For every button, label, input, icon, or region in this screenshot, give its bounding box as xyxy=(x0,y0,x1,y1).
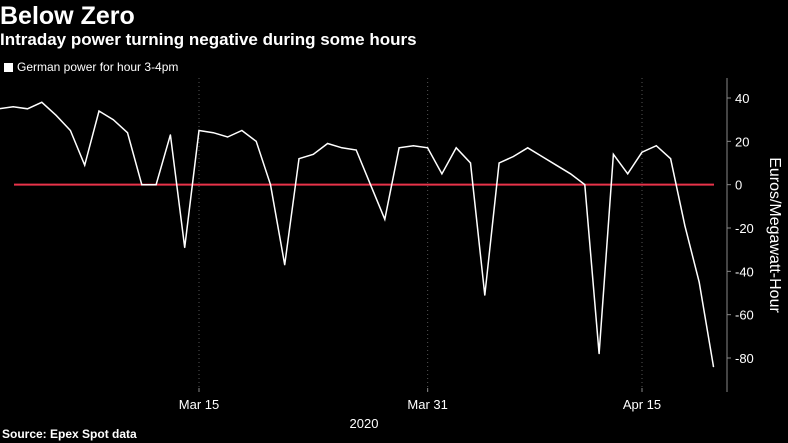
data-point xyxy=(155,184,157,186)
data-point xyxy=(412,145,414,147)
data-point xyxy=(241,129,243,132)
data-point xyxy=(669,158,672,160)
data-point xyxy=(384,218,386,220)
data-point xyxy=(427,147,429,149)
data-point xyxy=(341,147,343,149)
data-point xyxy=(398,147,400,149)
data-point xyxy=(612,153,615,155)
data-point xyxy=(698,281,700,283)
x-tick-label: Mar 15 xyxy=(179,397,219,412)
data-point xyxy=(141,184,143,186)
data-point xyxy=(584,184,586,186)
data-point xyxy=(184,246,186,249)
legend: German power for hour 3-4pm xyxy=(4,60,178,74)
data-point xyxy=(569,173,572,175)
y-axis-title: Euros/Megawatt-Hour xyxy=(766,157,783,313)
source-note: Source: Epex Spot data xyxy=(2,427,137,441)
legend-swatch xyxy=(4,62,13,72)
data-point xyxy=(98,110,100,112)
data-point xyxy=(284,264,286,266)
x-axis-year-label: 2020 xyxy=(350,416,379,431)
data-point xyxy=(512,155,514,158)
data-point xyxy=(355,149,357,151)
data-point xyxy=(541,155,543,158)
data-point xyxy=(298,158,300,160)
data-point xyxy=(312,153,314,155)
chart-subtitle: Intraday power turning negative during s… xyxy=(0,30,417,49)
data-point xyxy=(69,129,71,132)
data-point xyxy=(712,366,715,368)
chart-title: Below Zero xyxy=(0,2,135,30)
data-point xyxy=(269,184,272,186)
data-point xyxy=(598,353,600,355)
data-point xyxy=(112,119,114,121)
data-point xyxy=(469,162,472,164)
data-point xyxy=(41,101,43,103)
series-layer xyxy=(0,101,715,368)
axis-layer: 40 20 0 -20 -40 -60 -80 Mar 15 Mar 31 Apr 15 2020 E… xyxy=(179,78,783,431)
data-point xyxy=(126,132,129,134)
y-tick-label: -40 xyxy=(735,264,754,279)
data-point xyxy=(527,147,529,149)
series-line xyxy=(0,101,715,367)
data-point xyxy=(441,173,443,175)
data-point xyxy=(169,134,172,136)
data-point xyxy=(498,162,500,164)
data-point xyxy=(226,136,229,138)
x-tick-label: Apr 15 xyxy=(623,397,661,412)
data-point xyxy=(484,294,486,296)
data-point xyxy=(655,145,657,147)
data-point xyxy=(327,142,329,145)
y-tick-label: 40 xyxy=(735,91,749,106)
data-point xyxy=(684,225,686,227)
data-point xyxy=(455,147,457,149)
data-point xyxy=(627,173,629,175)
data-point xyxy=(212,132,214,134)
data-point xyxy=(84,164,86,166)
data-point xyxy=(26,108,29,110)
y-tick-label: -60 xyxy=(735,308,754,323)
grid-layer xyxy=(198,78,643,392)
data-point xyxy=(198,129,200,132)
data-point xyxy=(12,106,14,108)
legend-label: German power for hour 3-4pm xyxy=(17,60,179,74)
y-tick-label: -80 xyxy=(735,351,754,366)
y-tick-label: 0 xyxy=(735,178,742,193)
y-tick-label: 20 xyxy=(735,134,749,149)
y-tick-label: -20 xyxy=(735,221,754,236)
data-point xyxy=(255,140,257,142)
data-point xyxy=(55,114,57,116)
data-point xyxy=(641,151,643,153)
data-point xyxy=(369,184,372,186)
data-point xyxy=(555,164,557,166)
x-tick-label: Mar 31 xyxy=(407,397,447,412)
